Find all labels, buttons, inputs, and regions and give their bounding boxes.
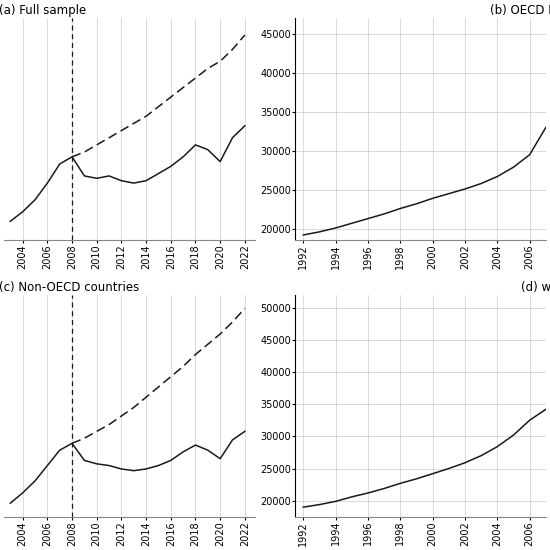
Text: (c) Non-OECD countries: (c) Non-OECD countries	[0, 280, 139, 294]
Text: (a) Full sample: (a) Full sample	[0, 4, 86, 17]
Text: (d) wa: (d) wa	[521, 280, 550, 294]
Text: (b) OECD M: (b) OECD M	[490, 4, 550, 17]
